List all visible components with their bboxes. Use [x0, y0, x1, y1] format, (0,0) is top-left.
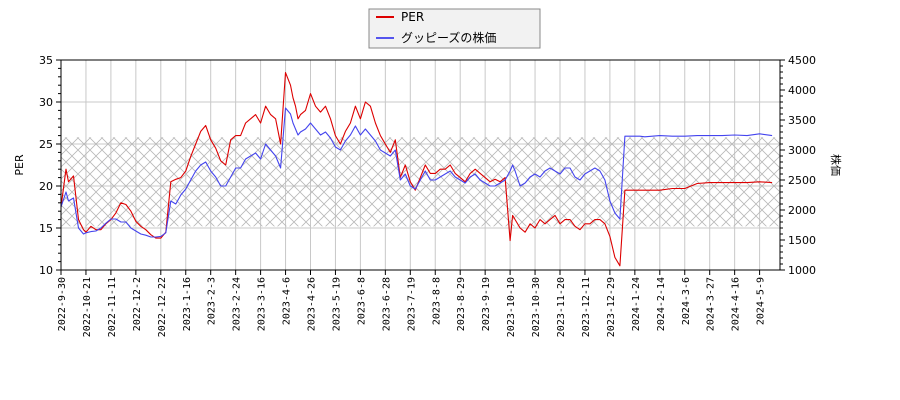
- x-tick-label: 2023-8-29: [456, 277, 467, 331]
- right-y-axis: 1000 1500 2000 2500 3000 3500 4000 4500: [780, 54, 816, 277]
- x-tick-label: 2023-6-28: [381, 277, 392, 331]
- left-tick-label: 10: [39, 264, 53, 277]
- left-tick-label: 25: [39, 138, 53, 151]
- x-tick-label: 2023-6-8: [356, 277, 367, 325]
- x-tick-label: 2022-12-2: [132, 277, 143, 331]
- x-tick-label: 2023-12-11: [581, 277, 592, 337]
- x-axis: 2022-9-30 2022-10-21 2022-11-11 2022-12-2 20…: [57, 270, 767, 337]
- x-tick-label: 2023-7-19: [406, 277, 417, 331]
- shaded-band: [61, 137, 780, 227]
- right-tick-label: 1000: [788, 264, 816, 277]
- x-tick-label: 2022-12-22: [157, 277, 168, 337]
- left-tick-label: 35: [39, 54, 53, 67]
- right-tick-label: 4500: [788, 54, 816, 67]
- x-tick-label: 2023-8-8: [431, 277, 442, 325]
- right-tick-label: 3500: [788, 114, 816, 127]
- legend-box: [368, 8, 541, 49]
- x-tick-label: 2023-9-19: [481, 277, 492, 331]
- right-axis-title: 株価: [829, 154, 843, 176]
- x-tick-label: 2023-10-10: [506, 277, 517, 337]
- x-tick-label: 2022-10-21: [82, 277, 93, 337]
- legend: PER グッピーズの株価: [368, 8, 541, 49]
- x-tick-label: 2024-1-24: [631, 277, 642, 331]
- x-tick-label: 2024-3-6: [681, 277, 692, 325]
- x-tick-label: 2023-2-3: [207, 277, 218, 325]
- left-y-axis: 10 15 20 25 30 35: [39, 54, 61, 277]
- x-tick-label: 2024-5-9: [756, 277, 767, 325]
- x-tick-label: 2023-10-30: [531, 277, 542, 337]
- x-tick-label: 2023-2-24: [232, 277, 243, 331]
- x-tick-label: 2022-11-11: [107, 277, 118, 337]
- plot-frame: [60, 59, 781, 271]
- legend-label-price: グッピーズの株価: [401, 30, 496, 45]
- legend-label-per: PER: [401, 10, 424, 24]
- right-tick-label: 1500: [788, 234, 816, 247]
- right-tick-label: 2000: [788, 204, 816, 217]
- series-layer: [60, 72, 773, 267]
- x-tick-label: 2023-5-19: [331, 277, 342, 331]
- x-tick-label: 2023-3-16: [257, 277, 268, 331]
- right-tick-label: 4000: [788, 84, 816, 97]
- x-tick-label: 2023-4-26: [307, 277, 318, 331]
- x-tick-label: 2024-4-16: [731, 277, 742, 331]
- x-tick-label: 2022-9-30: [57, 277, 68, 331]
- right-tick-label: 3000: [788, 144, 816, 157]
- left-axis-title: PER: [13, 154, 26, 176]
- x-tick-label: 2024-2-14: [656, 277, 667, 331]
- x-tick-label: 2023-11-20: [556, 277, 567, 337]
- series-line-price: [60, 107, 773, 238]
- left-tick-label: 20: [39, 180, 53, 193]
- left-tick-label: 30: [39, 96, 53, 109]
- x-tick-label: 2023-12-29: [606, 277, 617, 337]
- left-tick-label: 15: [39, 222, 53, 235]
- x-tick-label: 2024-3-27: [706, 277, 717, 331]
- right-tick-label: 2500: [788, 174, 816, 187]
- x-tick-label: 2023-1-16: [182, 277, 193, 331]
- x-tick-label: 2023-4-6: [282, 277, 293, 325]
